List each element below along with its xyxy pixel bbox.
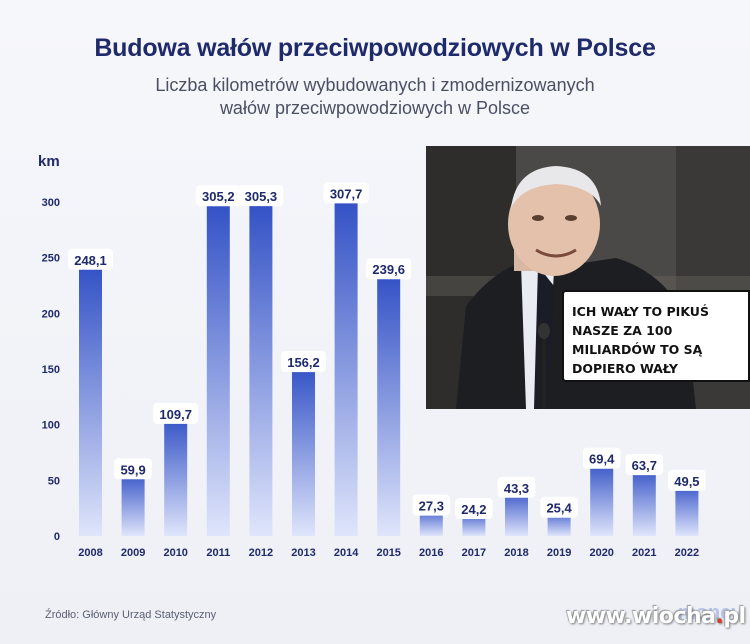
x-tick-2013: 2013 (291, 547, 315, 559)
speech-line-2: NASZE ZA 100 (572, 323, 673, 338)
data-label-2009: 59,9 (120, 462, 145, 477)
x-tick-2018: 2018 (504, 547, 528, 559)
x-tick-2012: 2012 (249, 547, 273, 559)
x-tick-2020: 2020 (589, 547, 613, 559)
data-label-2013: 156,2 (287, 355, 320, 370)
watermark: www.wiocha.pl (566, 604, 746, 629)
brand-logo: money (678, 602, 743, 624)
data-label-bg (497, 476, 536, 498)
data-label-2021: 63,7 (632, 458, 657, 473)
y-tick-label: 100 (42, 420, 60, 432)
bar-2018 (505, 487, 528, 536)
x-tick-2008: 2008 (78, 547, 102, 559)
data-labels-group: 248,1 59,9 109,7 305,2 305,3 156,2 307,7 239,6 2… (68, 182, 706, 520)
y-tick-label: 300 (42, 197, 60, 209)
chart-subtitle: Liczba kilometrów wybudowanych i zmodern… (120, 74, 630, 120)
data-label-bg (625, 454, 664, 476)
data-label-bg (195, 185, 241, 207)
data-label-2011: 305,2 (202, 189, 235, 204)
bar-2021 (632, 465, 656, 536)
data-label-bg (366, 258, 412, 280)
data-label-2020: 69,4 (589, 452, 615, 467)
bar-2012 (249, 196, 273, 536)
y-tick-label: 150 (42, 364, 60, 376)
bar-2010 (164, 413, 188, 536)
x-tick-2021: 2021 (632, 547, 656, 559)
data-label-2010: 109,7 (159, 407, 192, 422)
data-label-2012: 305,3 (245, 189, 278, 204)
speech-line-3: MILIARDÓW TO SĄ (572, 342, 703, 357)
data-label-2008: 248,1 (74, 253, 107, 268)
y-tick-label: 250 (42, 253, 60, 265)
bar-2014 (334, 193, 358, 536)
bars-group (79, 193, 699, 536)
y-tick-label: 50 (48, 475, 60, 487)
x-tick-2017: 2017 (462, 547, 486, 559)
bar-2022 (675, 480, 699, 536)
data-label-2022: 49,5 (674, 474, 699, 489)
watermark-prefix: www.wiocha (566, 604, 716, 629)
x-tick-2009: 2009 (121, 547, 145, 559)
data-label-bg (323, 182, 369, 204)
y-tick-label: 200 (42, 308, 60, 320)
x-tick-2016: 2016 (419, 547, 443, 559)
watermark-suffix: pl (723, 604, 746, 629)
data-label-2014: 307,7 (330, 186, 363, 201)
data-label-bg (582, 447, 621, 469)
bar-2015 (377, 269, 401, 536)
data-label-bg (412, 494, 451, 516)
subtitle-line-1: Liczba kilometrów wybudowanych i zmodern… (155, 75, 595, 95)
data-label-bg (455, 498, 493, 520)
x-tick-2022: 2022 (675, 547, 699, 559)
data-label-2015: 239,6 (372, 262, 405, 277)
watermark-dot: . (715, 604, 724, 629)
subtitle-line-2: wałów przeciwpowodziowych w Polsce (219, 98, 531, 118)
bar-2011 (206, 196, 230, 536)
data-label-2019: 25,4 (546, 501, 572, 516)
x-tick-2011: 2011 (206, 547, 230, 559)
data-label-2017: 24,2 (461, 502, 486, 517)
data-label-bg (238, 185, 284, 207)
x-tick-2019: 2019 (547, 547, 571, 559)
bar-2009 (121, 469, 145, 536)
x-axis-ticks: 2008 2009 2010 2011 2012 2013 2014 2015 2016 2017… (78, 547, 699, 559)
bar-2013 (292, 362, 315, 536)
bar-2008 (79, 259, 102, 536)
x-tick-2010: 2010 (163, 547, 187, 559)
data-label-2018: 43,3 (504, 481, 529, 496)
speech-bubble: ICH WAŁY TO PIKUŚ NASZE ZA 100 MILIARDÓW… (562, 290, 750, 382)
data-label-bg (153, 402, 199, 424)
bar-2020 (590, 458, 614, 536)
x-tick-2014: 2014 (334, 547, 359, 559)
data-label-2016: 27,3 (419, 499, 444, 514)
y-tick-label: 0 (54, 531, 60, 543)
data-label-bg (281, 351, 326, 373)
data-label-bg (114, 458, 152, 480)
speech-line-4: DOPIERO WAŁY (572, 361, 678, 376)
y-axis-ticks: 0 50 100 150 200 250 300 (42, 197, 60, 543)
data-label-bg (68, 248, 113, 270)
source-note: Źródło: Główny Urząd Statystyczny (45, 609, 217, 621)
x-tick-2015: 2015 (376, 547, 400, 559)
speech-line-1: ICH WAŁY TO PIKUŚ (572, 304, 709, 319)
chart-title: Budowa wałów przeciwpowodziowych w Polsc… (94, 34, 656, 62)
data-label-bg (668, 469, 706, 491)
y-axis-label: km (38, 153, 60, 170)
data-label-bg (540, 496, 578, 518)
